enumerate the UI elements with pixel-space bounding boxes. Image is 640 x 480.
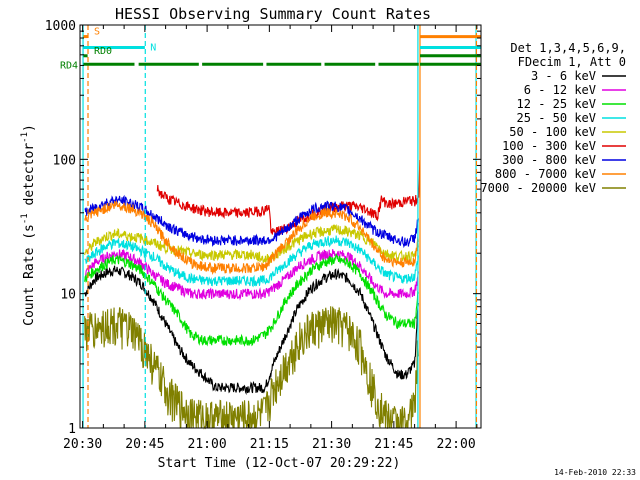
plot-frame [79, 24, 482, 429]
series-line-6-12-kev [84, 248, 419, 301]
y-axis-label-main: Count Rate (s [22, 224, 37, 326]
x-tick-label-30: 21:00 [188, 437, 227, 452]
footer-date: 14-Feb-2010 22:33 [554, 468, 636, 477]
legend-label-7000-20000-kev: 7000 - 20000 keV [480, 181, 596, 195]
x-tick-label-60: 21:30 [312, 437, 351, 452]
vertical-markers [82, 25, 478, 428]
legend-label-25-50-kev: 25 - 50 keV [517, 111, 596, 125]
y-tick-label-1: 1 [68, 422, 76, 437]
x-tick-label-90: 22:00 [437, 437, 476, 452]
y-axis-label-sup2: -1 [20, 132, 30, 143]
series-line-3-6-kev [84, 265, 419, 396]
legend-label-3-6-kev: 3 - 6 keV [531, 69, 596, 83]
y-tick-label-1000: 1000 [45, 19, 76, 34]
series-layer [84, 160, 421, 430]
y-axis-label-end: ) [22, 124, 37, 132]
series-line-50-100-kev [84, 223, 419, 265]
series-line-300-800-kev [84, 194, 419, 249]
legend-header-line-2: FDecim 1, Att 0 [518, 55, 626, 69]
flag-bars: S N RD0 RD4 [60, 27, 481, 71]
y-axis-label-mid: detector [22, 143, 37, 214]
legend-label-12-25-kev: 12 - 25 keV [517, 97, 596, 111]
chart-title: HESSI Observing Summary Count Rates [115, 5, 431, 23]
y-tick-label-10: 10 [60, 288, 76, 303]
legend-label-100-300-kev: 100 - 300 keV [502, 139, 596, 153]
flag-label-n: N [150, 42, 156, 53]
x-tick-label-15: 20:45 [125, 437, 164, 452]
series-line-12-25-kev [84, 253, 419, 347]
flag-label-rd4: RD4 [60, 60, 78, 71]
axes: 20:30 20:45 21:00 21:15 21:30 21:45 22:00 1 10 10… [45, 19, 481, 452]
series-line-100-300-kev [156, 160, 421, 237]
y-axis-label: Count Rate (s-1 detector-1) [20, 124, 37, 326]
flag-label-s: S [94, 27, 100, 38]
y-axis-label-sup1: -1 [20, 213, 30, 224]
x-axis-label: Start Time (12-Oct-07 20:29:22) [158, 456, 401, 471]
legend-label-50-100-kev: 50 - 100 keV [509, 125, 596, 139]
x-tick-label-45: 21:15 [250, 437, 289, 452]
y-tick-label-100: 100 [53, 153, 76, 168]
x-tick-label-0: 20:30 [63, 437, 102, 452]
series-line-7000-20000-kev [84, 306, 419, 430]
legend: Det 1,3,4,5,6,9, FDecim 1, Att 0 3 - 6 k… [480, 41, 626, 195]
legend-label-6-12-kev: 6 - 12 keV [524, 83, 596, 97]
legend-header-line-1: Det 1,3,4,5,6,9, [510, 41, 626, 55]
legend-label-800-7000-kev: 800 - 7000 keV [495, 167, 596, 181]
flag-label-rd0: RD0 [94, 46, 112, 57]
series-line-25-50-kev [84, 235, 419, 288]
x-tick-label-75: 21:45 [374, 437, 413, 452]
series-line-800-7000-kev [84, 200, 419, 275]
legend-label-300-800-kev: 300 - 800 keV [502, 153, 596, 167]
